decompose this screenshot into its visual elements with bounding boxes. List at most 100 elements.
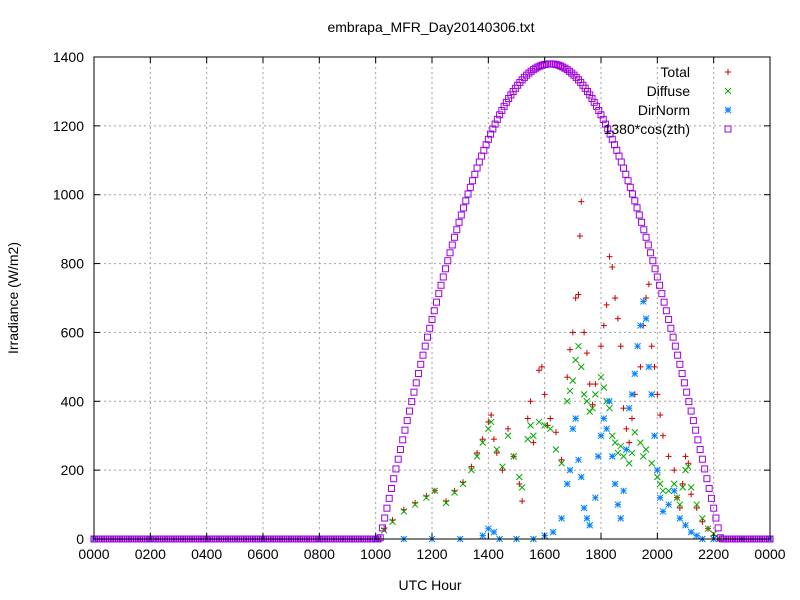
data-point: [707, 494, 715, 502]
data-point: [648, 391, 656, 398]
data-point: [633, 204, 641, 212]
data-point: [634, 342, 641, 350]
data-point: [500, 102, 508, 110]
data-point: [701, 465, 709, 473]
legend-label: 1380*cos(zth): [604, 121, 690, 137]
data-point: [684, 463, 692, 471]
data-point: [572, 73, 580, 81]
data-point: [687, 484, 695, 491]
data-point: [399, 436, 407, 444]
data-point: [462, 197, 470, 205]
data-point: [387, 485, 395, 493]
y-tick-label: 1000: [53, 187, 84, 203]
data-point: [435, 290, 443, 298]
data-point: [464, 190, 472, 198]
data-point: [626, 439, 633, 446]
data-point: [653, 273, 661, 281]
data-point: [676, 360, 684, 368]
x-axis-label: UTC Hour: [398, 577, 461, 593]
data-point: [698, 455, 706, 463]
data-point: [439, 273, 447, 281]
data-point: [612, 295, 619, 301]
data-point: [689, 417, 697, 425]
data-point: [484, 525, 492, 533]
data-point: [524, 415, 531, 422]
data-point: [383, 504, 391, 512]
data-point: [606, 130, 614, 138]
data-point: [693, 532, 701, 539]
data-point: [389, 518, 396, 526]
data-point: [590, 98, 598, 106]
data-point: [530, 432, 537, 440]
data-point: [466, 183, 474, 191]
chart-title: embrapa_MFR_Day20140306.txt: [327, 19, 534, 35]
data-point: [576, 233, 583, 240]
data-point: [600, 415, 608, 422]
data-point: [558, 459, 565, 467]
data-point: [502, 98, 510, 106]
data-point: [665, 501, 672, 508]
data-point: [493, 449, 500, 456]
data-point: [566, 466, 574, 474]
data-point: [381, 514, 389, 522]
data-point: [705, 485, 713, 493]
data-point: [405, 407, 413, 415]
data-point: [534, 63, 542, 71]
data-point: [631, 197, 639, 205]
data-point: [608, 135, 616, 143]
data-point: [589, 401, 596, 408]
data-point: [536, 62, 544, 70]
data-point: [651, 265, 659, 273]
data-point: [656, 494, 664, 502]
data-point: [419, 351, 427, 359]
data-point: [654, 391, 661, 398]
data-point: [385, 494, 393, 502]
x-tick-label: 2000: [642, 546, 673, 562]
data-point: [491, 120, 499, 128]
data-point: [608, 432, 616, 440]
data-point: [580, 504, 588, 512]
y-tick-label: 1400: [53, 49, 84, 65]
data-point: [490, 436, 497, 443]
data-point: [414, 370, 422, 378]
data-point: [614, 501, 622, 508]
data-point: [642, 233, 650, 241]
data-point: [498, 106, 506, 114]
data-point: [474, 449, 481, 456]
data-point: [665, 453, 672, 460]
data-point: [536, 367, 543, 374]
data-point: [694, 436, 702, 444]
data-point: [648, 459, 656, 467]
y-tick-label: 0: [76, 531, 84, 547]
data-point: [411, 501, 419, 508]
data-point: [563, 397, 571, 405]
data-point: [703, 475, 711, 483]
x-tick-label: 0400: [191, 546, 222, 562]
data-point: [459, 480, 467, 488]
data-point: [437, 281, 445, 289]
data-point: [693, 501, 701, 508]
data-point: [595, 106, 603, 114]
data-point: [604, 125, 612, 133]
data-point: [504, 432, 512, 440]
data-point: [431, 487, 439, 495]
data-point: [518, 484, 526, 491]
data-point: [487, 418, 495, 426]
data-point: [430, 307, 438, 315]
y-axis-label: Irradiance (W/m2): [5, 242, 21, 354]
data-point: [631, 428, 639, 436]
data-point: [688, 491, 695, 498]
data-point: [714, 524, 722, 532]
data-point: [682, 521, 689, 529]
data-point: [645, 281, 652, 288]
data-point: [645, 363, 653, 371]
data-point: [693, 505, 700, 512]
data-point: [592, 391, 599, 398]
data-point: [442, 499, 450, 507]
data-point: [660, 298, 668, 306]
data-point: [446, 249, 454, 257]
data-point: [583, 514, 591, 522]
y-tick-label: 800: [61, 256, 85, 272]
data-point: [669, 333, 677, 341]
data-point: [648, 343, 655, 350]
